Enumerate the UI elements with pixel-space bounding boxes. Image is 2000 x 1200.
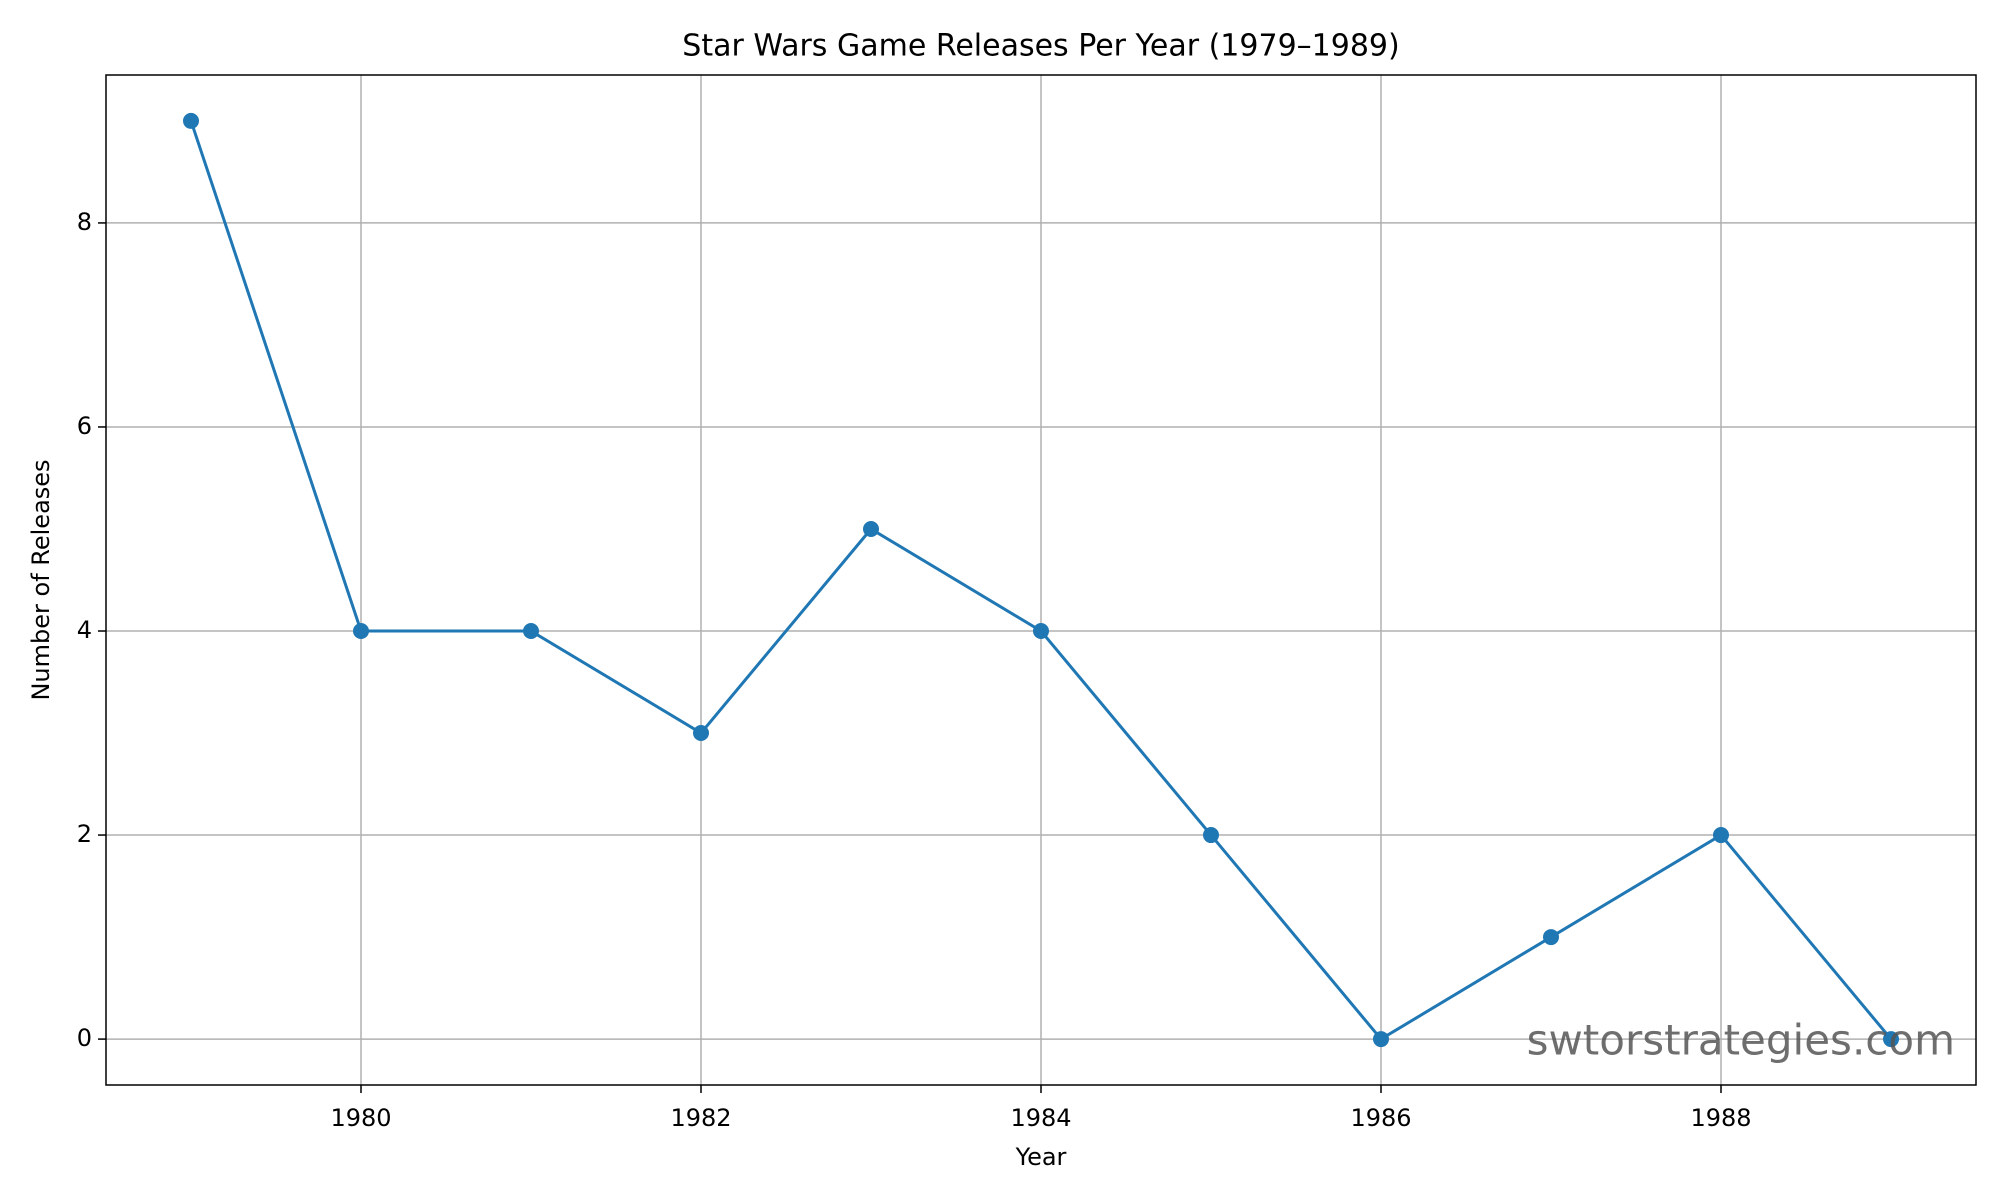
data-point — [1883, 1031, 1899, 1048]
data-point — [693, 725, 709, 742]
data-point — [183, 112, 199, 129]
data-point — [523, 623, 539, 640]
y-tick-label: 6 — [77, 412, 92, 440]
x-tick-label: 1982 — [670, 1104, 731, 1132]
data-point — [1373, 1031, 1389, 1048]
x-tick-label: 1984 — [1010, 1104, 1071, 1132]
x-tick-label: 1980 — [330, 1104, 391, 1132]
data-point — [863, 520, 879, 537]
y-axis-label: Number of Releases — [27, 459, 55, 700]
y-tick-label: 0 — [77, 1024, 92, 1052]
y-tick-label: 4 — [77, 616, 92, 644]
y-tick-label: 8 — [77, 208, 92, 236]
data-point — [353, 623, 369, 640]
y-tick-label: 2 — [77, 820, 92, 848]
x-tick-label: 1986 — [1350, 1104, 1411, 1132]
chart-title: Star Wars Game Releases Per Year (1979–1… — [682, 29, 1399, 64]
data-point — [1033, 623, 1049, 640]
data-point — [1713, 827, 1729, 844]
plot-frame — [105, 74, 1977, 1086]
watermark: swtorstrategies.com — [1527, 1016, 1955, 1065]
data-point — [1543, 929, 1559, 946]
data-point — [1203, 827, 1219, 844]
x-axis-label: Year — [1015, 1143, 1067, 1171]
x-tick-label: 1988 — [1690, 1104, 1751, 1132]
